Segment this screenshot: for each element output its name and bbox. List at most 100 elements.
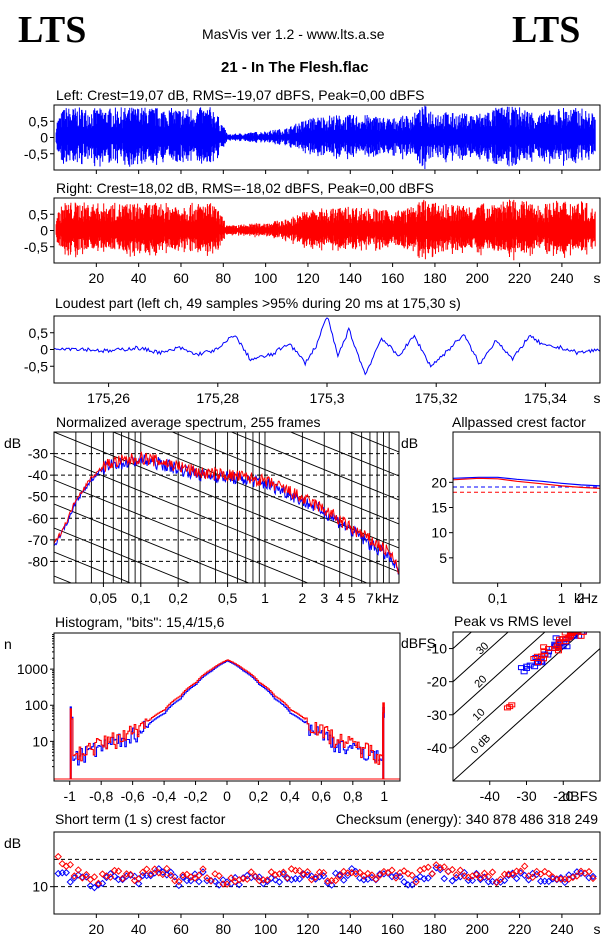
short-crest-point-right bbox=[448, 865, 456, 874]
histogram-x-tick-label: -0,8 bbox=[89, 788, 113, 804]
short-crest-point-right bbox=[412, 878, 420, 886]
peak-rms-point-right bbox=[579, 627, 585, 631]
short-crest-point-left bbox=[541, 877, 549, 885]
short-crest-x-tick-label: 100 bbox=[254, 921, 278, 937]
histogram-x-tick-label: -1 bbox=[64, 788, 77, 804]
short-crest-point-left bbox=[295, 875, 304, 883]
short-crest-point-right bbox=[82, 870, 91, 879]
right-waveform-series bbox=[55, 199, 596, 261]
spectrum-slope-line bbox=[171, 432, 399, 525]
spectrum-y-tick-label: -60 bbox=[28, 510, 48, 526]
peak-rms-point-right bbox=[578, 625, 584, 629]
short-crest-point-left bbox=[400, 878, 408, 886]
app-title: MasVis ver 1.2 - www.lts.a.se bbox=[202, 26, 385, 42]
spectrum-x-unit: kHz bbox=[375, 590, 399, 606]
allpassed-y-tick-label: 20 bbox=[431, 474, 447, 490]
peak-rms-point-right bbox=[580, 623, 586, 627]
short-crest-point-left bbox=[408, 881, 416, 889]
short-crest-point-right bbox=[524, 872, 533, 880]
histogram-frame bbox=[53, 632, 401, 782]
short-crest-point-left bbox=[195, 877, 203, 886]
peak-rms-frame bbox=[452, 631, 601, 782]
histogram-series-right bbox=[69, 659, 385, 765]
short-crest-point-left bbox=[500, 876, 509, 885]
short-crest-point-right bbox=[267, 868, 276, 876]
peak-rms-diagonal-label: 20 bbox=[472, 673, 489, 690]
short-crest-point-right bbox=[118, 874, 127, 883]
right-waveform-x-tick-label: 80 bbox=[216, 270, 232, 286]
short-crest-point-left bbox=[191, 870, 199, 878]
short-crest-point-left bbox=[319, 872, 328, 880]
short-crest-point-left bbox=[524, 876, 533, 884]
short-crest-point-left bbox=[134, 879, 143, 888]
spectrum-x-tick-label: 0,2 bbox=[168, 590, 188, 606]
spectrum-slope-line bbox=[54, 432, 399, 573]
histogram-y-tick-label: 1000 bbox=[17, 661, 48, 677]
spectrum-slope-line bbox=[54, 479, 310, 583]
spectrum-y-tick-label: -80 bbox=[28, 553, 48, 569]
spectrum-y-tick-label: -40 bbox=[28, 467, 48, 483]
short-crest-point-left bbox=[468, 876, 477, 885]
spectrum-x-tick-label: 0,5 bbox=[218, 590, 238, 606]
allpassed-y-tick-label: 5 bbox=[439, 550, 447, 566]
short-crest-point-right bbox=[484, 872, 493, 881]
short-crest-point-right bbox=[440, 863, 448, 871]
short-crest-x-unit: s bbox=[594, 921, 601, 937]
short-crest-x-tick-label: 80 bbox=[216, 921, 232, 937]
left-waveform-series bbox=[55, 105, 596, 169]
peak-rms-ylabel: dBFS bbox=[401, 635, 436, 651]
spectrum-series-right bbox=[54, 451, 399, 575]
peak-rms-x-tick-label: -40 bbox=[480, 788, 500, 804]
short-crest-point-right bbox=[573, 872, 581, 880]
short-crest-point-right bbox=[207, 877, 215, 885]
histogram-x-tick-label: 0,8 bbox=[343, 788, 363, 804]
short-crest-point-right bbox=[183, 870, 191, 879]
histogram-title: Histogram, "bits": 15,4/15,6 bbox=[55, 614, 225, 630]
short-crest-point-left bbox=[235, 881, 243, 889]
spectrum-slope-line bbox=[54, 527, 191, 583]
short-crest-point-right bbox=[155, 869, 163, 877]
short-crest-point-right bbox=[496, 875, 505, 884]
short-crest-point-right bbox=[223, 880, 231, 888]
short-crest-point-right bbox=[460, 872, 469, 880]
loudest-x-tick-label: 175,34 bbox=[524, 390, 567, 406]
spectrum-slope-line bbox=[230, 432, 399, 501]
peak-rms-point-left bbox=[563, 644, 571, 650]
left-waveform-waveform bbox=[55, 105, 596, 169]
spectrum-slope-line bbox=[54, 551, 132, 583]
short-crest-point-left bbox=[223, 878, 231, 886]
short-crest-point-left bbox=[187, 877, 195, 885]
short-crest-point-left bbox=[428, 870, 436, 878]
right-waveform-x-tick-label: 160 bbox=[381, 270, 405, 286]
loudest-part-title: Loudest part (left ch, 49 samples >95% d… bbox=[55, 295, 461, 311]
short-crest-point-left bbox=[424, 874, 432, 882]
short-crest-point-right bbox=[533, 867, 541, 876]
short-crest-point-right bbox=[247, 868, 255, 876]
short-crest-point-left bbox=[74, 871, 83, 879]
short-crest-point-left bbox=[243, 871, 251, 880]
short-crest-point-right bbox=[480, 869, 489, 877]
spectrum-x-tick-label: 5 bbox=[348, 590, 356, 606]
peak-rms-point-right bbox=[573, 632, 581, 634]
short-crest-point-left bbox=[488, 877, 497, 886]
short-crest-point-left bbox=[275, 878, 284, 886]
right-waveform-x-tick-label: 20 bbox=[89, 270, 105, 286]
short-crest-x-tick-label: 180 bbox=[423, 921, 447, 937]
checksum-text: Checksum (energy): 340 878 486 318 249 bbox=[336, 811, 598, 827]
short-crest-x-tick-label: 240 bbox=[550, 921, 574, 937]
short-crest-point-left bbox=[444, 867, 452, 876]
histogram-x-tick-label: -0,4 bbox=[152, 788, 176, 804]
peak-rms-point-right bbox=[559, 636, 567, 642]
right-waveform-x-tick-label: 40 bbox=[131, 270, 147, 286]
short-crest-point-left bbox=[512, 874, 521, 883]
short-crest-point-left bbox=[589, 872, 597, 881]
spectrum-x-tick-label: 0,05 bbox=[90, 590, 117, 606]
short-crest-x-tick-label: 160 bbox=[381, 921, 405, 937]
short-crest-point-right bbox=[243, 875, 251, 883]
peak-rms-point-right bbox=[554, 648, 562, 654]
loudest-y-tick-label: 0 bbox=[40, 342, 48, 358]
right-waveform-x-tick-label: 240 bbox=[550, 270, 574, 286]
short-crest-point-left bbox=[416, 872, 424, 881]
short-crest-point-left bbox=[175, 881, 183, 890]
short-crest-point-left bbox=[167, 868, 175, 876]
